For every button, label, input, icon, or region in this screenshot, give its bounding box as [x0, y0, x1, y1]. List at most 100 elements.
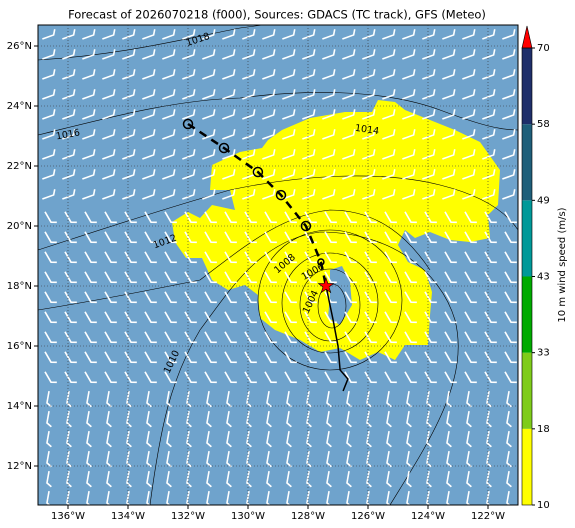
- wind-barb: [344, 231, 357, 244]
- wind-barb: [262, 69, 276, 80]
- wind-barb: [84, 231, 97, 244]
- wind-barb: [106, 470, 112, 488]
- wind-barb: [362, 49, 376, 60]
- wind-barb: [102, 49, 116, 60]
- wind-barb: [222, 109, 236, 120]
- wind-barb: [404, 311, 417, 324]
- wind-barb: [224, 251, 237, 264]
- wind-barb: [86, 470, 92, 488]
- wind-barb: [264, 291, 277, 304]
- wind-barb: [462, 49, 476, 60]
- wind-barb: [182, 149, 196, 160]
- wind-barb: [164, 311, 177, 324]
- wind-barb: [422, 129, 436, 140]
- wind-barb: [302, 49, 316, 60]
- wind-barb: [222, 129, 236, 140]
- wind-barb: [222, 69, 236, 80]
- wind-barb: [46, 450, 52, 468]
- wind-barb: [42, 169, 56, 180]
- wind-barb: [204, 271, 217, 284]
- wind-barb: [42, 149, 56, 160]
- colorbar-tick-label: 43: [537, 272, 550, 283]
- wind-barb: [224, 211, 237, 224]
- wind-barb: [322, 69, 336, 80]
- wind-barb: [244, 351, 257, 364]
- wind-barb: [482, 169, 496, 180]
- wind-barb: [86, 390, 92, 408]
- wind-barb: [504, 231, 517, 244]
- wind-barb: [322, 189, 336, 200]
- wind-barb: [162, 169, 176, 180]
- wind-barb: [64, 291, 77, 304]
- wind-barb: [404, 231, 417, 244]
- wind-barb: [284, 291, 297, 304]
- wind-barb: [464, 371, 477, 384]
- wind-barb: [384, 351, 397, 364]
- wind-barb: [384, 291, 397, 304]
- wind-barb: [146, 410, 152, 428]
- wind-barb: [342, 189, 356, 200]
- colorbar-segment: [522, 276, 532, 353]
- wind-barb: [402, 169, 416, 180]
- wind-barb: [406, 490, 412, 505]
- wind-barb: [124, 251, 137, 264]
- wind-barb: [244, 231, 257, 244]
- x-tick-label: 122°W: [471, 511, 505, 522]
- wind-barb: [304, 331, 317, 344]
- wind-barb: [344, 351, 357, 364]
- wind-barb: [244, 331, 257, 344]
- wind-barb: [102, 189, 116, 200]
- wind-barb: [162, 89, 176, 100]
- wind-barb: [162, 109, 176, 120]
- wind-barb: [484, 251, 497, 264]
- wind-barb: [104, 371, 117, 384]
- wind-barb: [366, 450, 372, 468]
- wind-barb: [224, 331, 237, 344]
- wind-barb: [186, 470, 192, 488]
- wind-barb: [142, 69, 156, 80]
- wind-barb: [302, 189, 316, 200]
- wind-barb: [126, 390, 132, 408]
- wind-barb: [466, 450, 472, 468]
- wind-barb: [46, 390, 52, 408]
- wind-barb: [44, 291, 57, 304]
- wind-barb: [342, 69, 356, 80]
- wind-barb: [402, 29, 416, 40]
- wind-barb: [442, 69, 456, 80]
- wind-barb: [384, 231, 397, 244]
- wind-barb: [264, 251, 277, 264]
- wind-barb: [446, 450, 452, 468]
- isobar: [257, 229, 403, 371]
- wind-barb: [366, 410, 372, 428]
- wind-barb: [402, 89, 416, 100]
- wind-barb: [366, 470, 372, 488]
- wind-barb: [506, 430, 512, 448]
- colorbar-tick-label: 49: [537, 195, 550, 206]
- isobar: [38, 25, 265, 61]
- wind-barb: [362, 149, 376, 160]
- wind-barb: [342, 169, 356, 180]
- colorbar-segment: [522, 352, 532, 429]
- wind-barb: [186, 450, 192, 468]
- wind-barb: [282, 149, 296, 160]
- wind-barb: [166, 430, 172, 448]
- wind-barb: [346, 450, 352, 468]
- wind-barb: [86, 410, 92, 428]
- colorbar-label: 10 m wind speed (m/s): [557, 207, 568, 322]
- wind-barb: [386, 490, 392, 505]
- wind-barb: [404, 371, 417, 384]
- wind-barb: [342, 149, 356, 160]
- wind-barb: [82, 69, 96, 80]
- wind-barb: [184, 331, 197, 344]
- wind-barb: [424, 291, 437, 304]
- wind-barb: [444, 331, 457, 344]
- colorbar-tick-label: 10: [537, 500, 550, 511]
- wind-barb: [404, 271, 417, 284]
- wind-barb: [326, 430, 332, 448]
- wind-barb: [206, 410, 212, 428]
- wind-barb: [364, 271, 377, 284]
- colorbar-segment: [522, 200, 532, 277]
- wind-barb: [266, 470, 272, 488]
- wind-barb: [302, 89, 316, 100]
